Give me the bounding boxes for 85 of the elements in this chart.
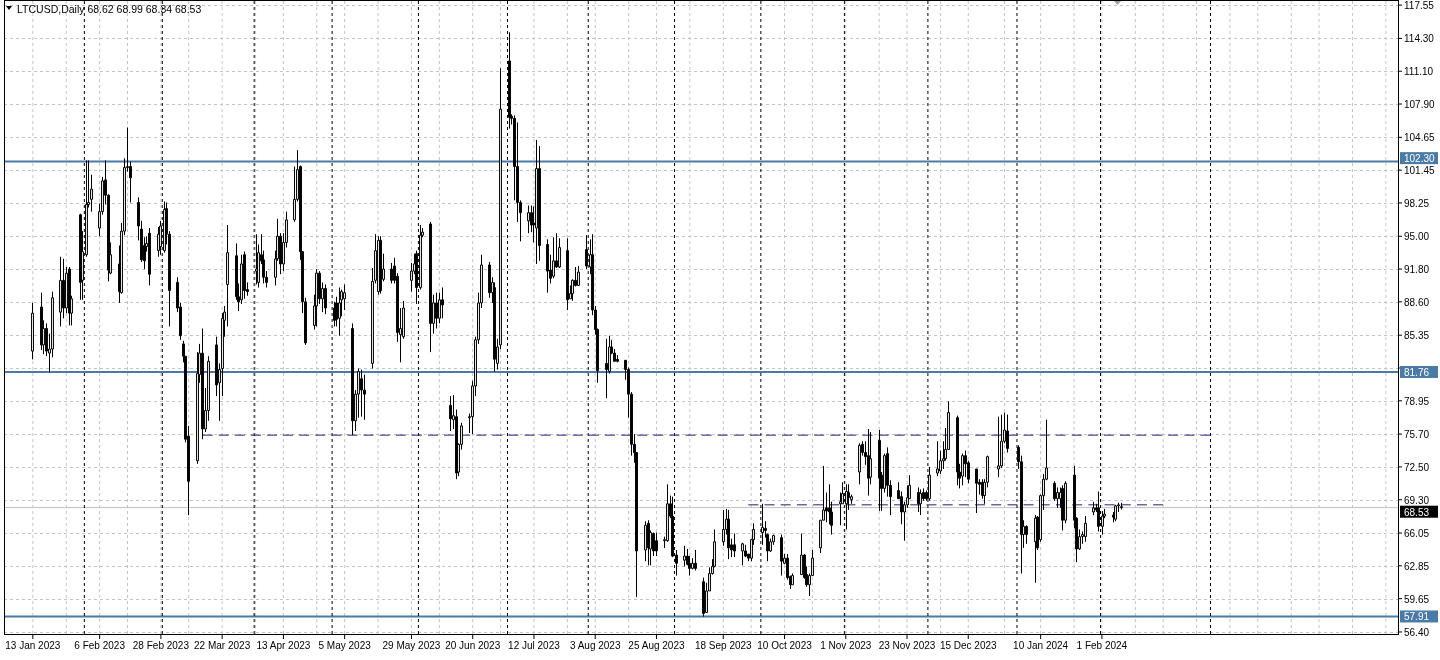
- x-tick-label: 29 May 2023: [382, 640, 441, 651]
- candlestick: [441, 287, 444, 319]
- candlestick: [683, 545, 686, 567]
- y-tick-label: 111.10: [1404, 65, 1434, 77]
- x-tick-label: 12 Jul 2023: [508, 640, 561, 651]
- candlestick: [961, 453, 964, 486]
- candlestick: [605, 338, 608, 399]
- candlestick: [59, 256, 62, 327]
- candlestick: [363, 374, 366, 421]
- x-tick-label: 13 Apr 2023: [256, 640, 311, 651]
- candlestick: [435, 292, 438, 330]
- x-tick-label: 23 Nov 2023: [878, 640, 936, 651]
- candlestick: [975, 468, 978, 514]
- candlestick: [997, 416, 1000, 478]
- x-tick-label: 18 Sep 2023: [694, 640, 753, 651]
- candlestick: [702, 577, 705, 618]
- candlestick: [722, 509, 725, 547]
- candlestick: [858, 442, 861, 485]
- candlestick: [780, 534, 783, 577]
- candlestick: [527, 205, 530, 234]
- candlestick: [800, 533, 803, 576]
- candlestick: [535, 139, 538, 265]
- y-tick-label: 69.30: [1404, 494, 1430, 506]
- y-tick-label: 78.95: [1404, 395, 1430, 407]
- candlestick: [644, 520, 647, 562]
- x-tick-label: 6 Feb 2023: [74, 640, 126, 651]
- candlestick: [31, 302, 34, 360]
- candlestick: [488, 261, 491, 299]
- y-tick-label: 75.70: [1404, 428, 1430, 440]
- x-tick-label: 25 Aug 2023: [628, 640, 685, 651]
- ref-line-label: 102.30: [1404, 152, 1436, 164]
- candlestick: [1006, 414, 1009, 454]
- x-tick-label: 13 Jan 2023: [5, 640, 61, 651]
- x-tick-label: 1 Nov 2023: [820, 640, 872, 651]
- candlestick: [936, 440, 939, 477]
- candlestick: [694, 549, 697, 571]
- y-tick-label: 91.80: [1404, 263, 1430, 275]
- candlestick: [655, 532, 658, 557]
- candlestick: [360, 369, 363, 418]
- candlestick: [429, 221, 432, 353]
- y-tick-label: 62.85: [1404, 560, 1430, 572]
- candlestick: [324, 283, 327, 315]
- candlestick: [1084, 515, 1087, 543]
- x-tick-label: 15 Dec 2023: [939, 640, 998, 651]
- ref-line-label: 57.91: [1404, 610, 1430, 622]
- x-tick-label: 28 Feb 2023: [132, 640, 190, 651]
- candlestick: [243, 251, 246, 300]
- candlestick: [546, 238, 549, 294]
- ref-line-label: 68.53: [1404, 506, 1430, 518]
- y-tick-label: 56.40: [1404, 626, 1430, 638]
- y-tick-label: 85.35: [1404, 329, 1430, 341]
- x-tick-label: 10 Oct 2023: [757, 640, 813, 651]
- candlestick: [1120, 502, 1123, 511]
- y-tick-label: 114.30: [1404, 32, 1435, 44]
- chart-title: LTCUSD,Daily 68.62 68.99 68.34 68.53: [17, 3, 202, 15]
- candlestick: [577, 265, 580, 286]
- x-tick-label: 5 May 2023: [318, 640, 372, 651]
- candlestick: [558, 237, 561, 269]
- candlestick: [148, 227, 151, 286]
- x-tick-label: 20 Jun 2023: [445, 640, 501, 651]
- y-tick-label: 101.45: [1404, 164, 1436, 176]
- candlestick: [390, 262, 393, 284]
- x-tick-label: 3 Aug 2023: [569, 640, 621, 651]
- y-tick-label: 104.65: [1404, 131, 1436, 143]
- y-tick-label: 59.65: [1404, 593, 1430, 605]
- candlestick: [1025, 524, 1028, 545]
- x-tick-label: 1 Feb 2024: [1076, 640, 1128, 651]
- y-tick-label: 117.55: [1404, 0, 1435, 11]
- y-tick-label: 88.60: [1404, 296, 1430, 308]
- candlestick: [552, 236, 555, 279]
- candlestick: [1092, 501, 1095, 516]
- candlestick: [741, 542, 744, 566]
- y-tick-label: 98.25: [1404, 197, 1430, 209]
- candlestick: [566, 237, 569, 311]
- x-tick-label: 10 Jan 2024: [1013, 640, 1069, 651]
- y-tick-label: 72.50: [1404, 461, 1430, 473]
- candlestick: [351, 322, 354, 436]
- y-tick-label: 107.90: [1404, 98, 1436, 110]
- candlestick: [733, 533, 736, 558]
- candlestick: [201, 328, 204, 440]
- x-tick-label: 22 Mar 2023: [194, 640, 251, 651]
- y-tick-label: 66.05: [1404, 527, 1430, 539]
- candlestick: [449, 395, 452, 432]
- ref-line-label: 81.76: [1404, 366, 1430, 378]
- y-tick-label: 95.00: [1404, 230, 1430, 242]
